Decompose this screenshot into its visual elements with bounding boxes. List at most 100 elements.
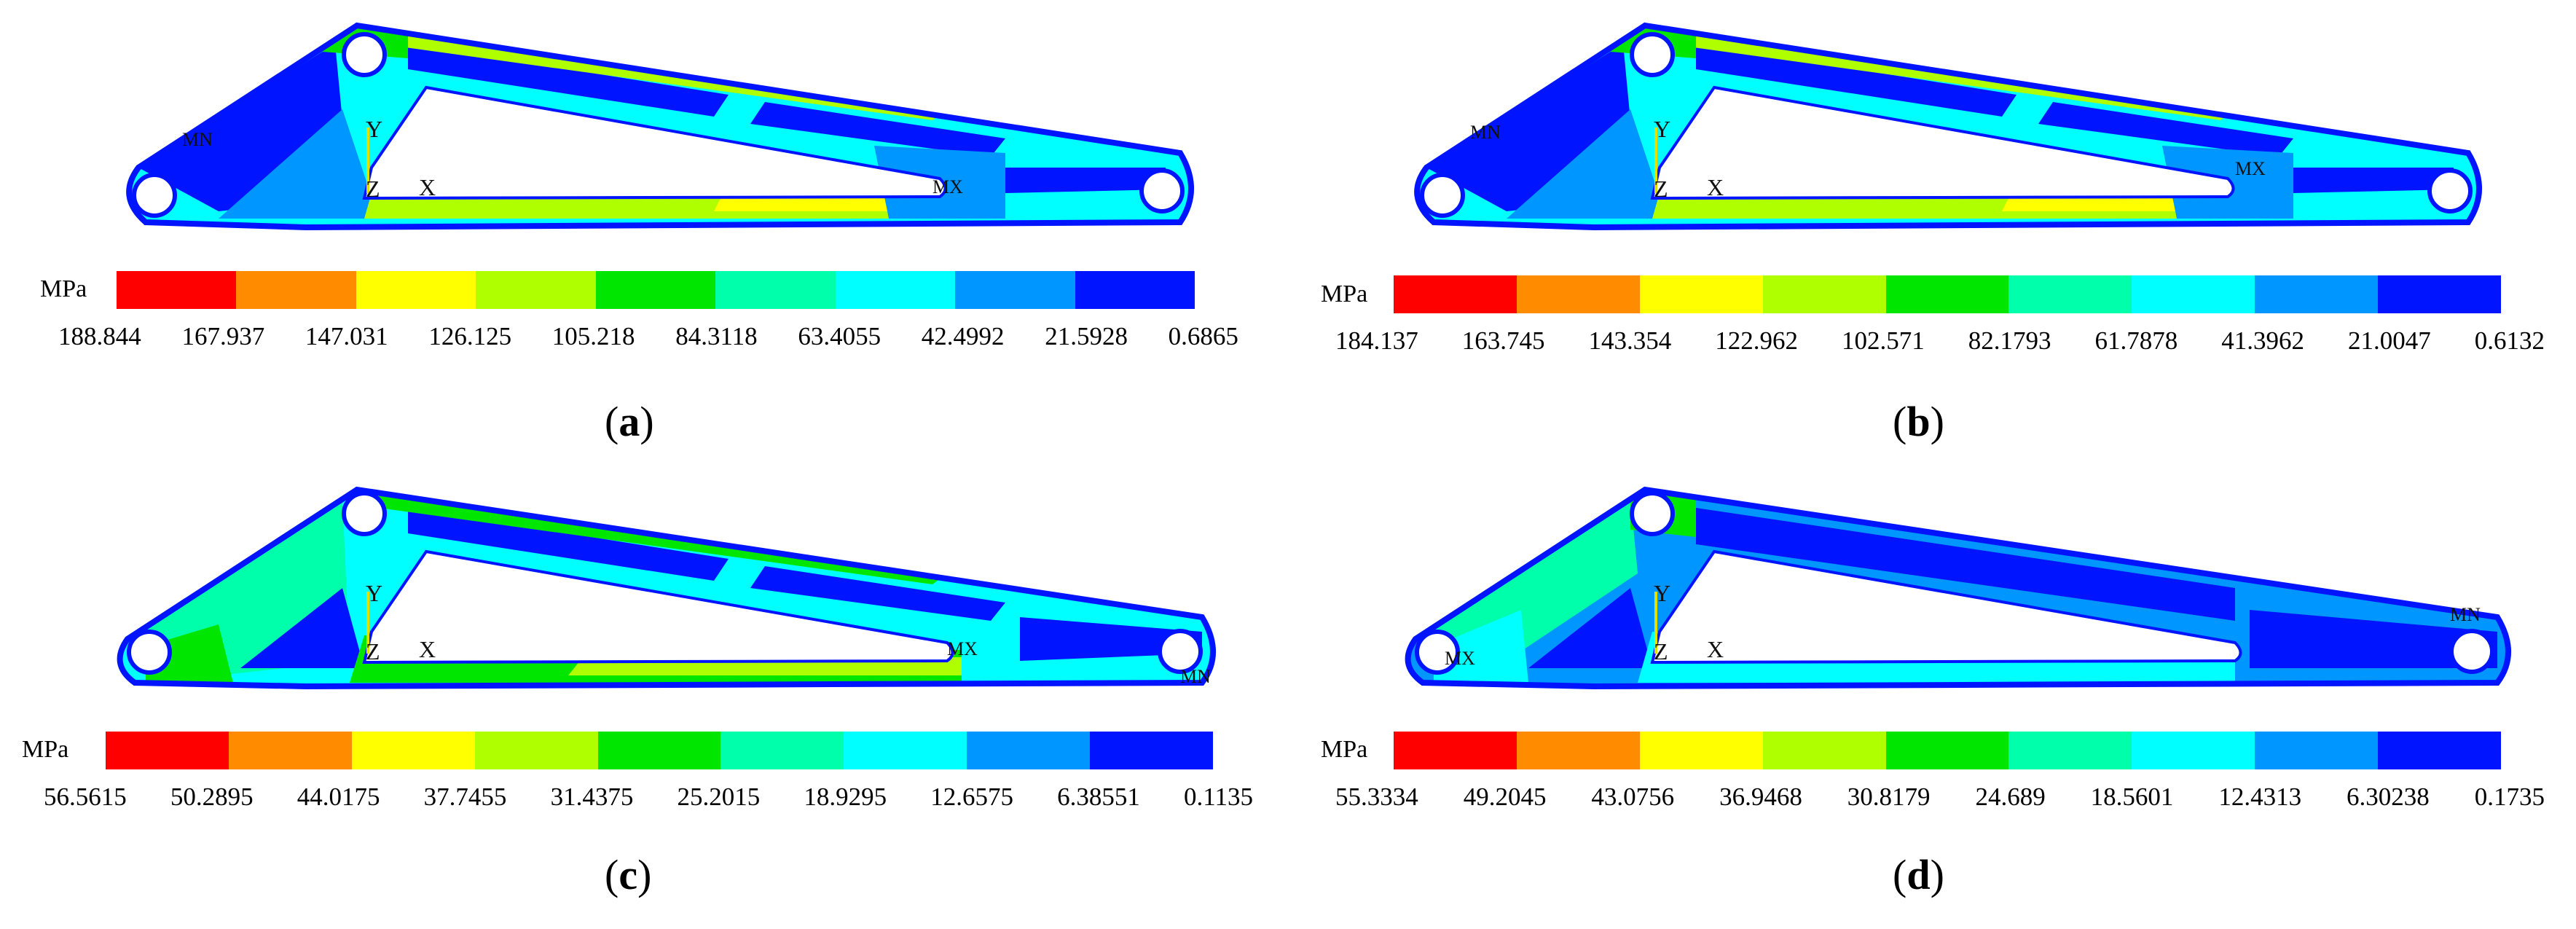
min-marker-a: MN xyxy=(182,129,213,150)
unit-label-d: MPa xyxy=(1321,736,1368,763)
caption-d: (d) xyxy=(1893,851,1944,898)
colorbar-a xyxy=(117,271,1195,309)
tick-label: 126.125 xyxy=(428,322,512,350)
tick-label: 50.2895 xyxy=(170,783,254,811)
stress-contour-plot-a: MN MX Y Z X xyxy=(126,22,1194,231)
tick-label: 82.1793 xyxy=(1968,326,2051,355)
unit-label-b: MPa xyxy=(1321,281,1368,307)
colorbar-swatch xyxy=(1075,271,1195,309)
stress-contour-plot-c: MN MX Y Z X xyxy=(117,486,1216,690)
tick-label: 36.9468 xyxy=(1719,783,1802,811)
tick-label: 44.0175 xyxy=(297,783,380,811)
axis-x-label-b: X xyxy=(1707,174,1724,200)
colorbar-swatch xyxy=(1639,732,1763,769)
axis-y-label-b: Y xyxy=(1654,116,1670,142)
caption-b: (b) xyxy=(1893,398,1944,445)
tick-label: 6.30238 xyxy=(2347,783,2430,811)
colorbar-swatch xyxy=(1762,732,1886,769)
colorbar-swatch xyxy=(2378,732,2502,769)
colorbar-swatch xyxy=(844,732,967,769)
tick-label: 6.38551 xyxy=(1057,783,1140,811)
colorbar-swatch xyxy=(2378,275,2502,313)
caption-a: (a) xyxy=(605,398,654,445)
tick-label: 12.4313 xyxy=(2218,783,2302,811)
tick-label: 21.5928 xyxy=(1045,322,1128,350)
tick-label: 0.1735 xyxy=(2474,783,2545,811)
tick-label: 18.9295 xyxy=(804,783,887,811)
colorbar-swatch xyxy=(1885,732,2009,769)
axis-z-label-a: Z xyxy=(366,176,380,202)
axis-z-label-d: Z xyxy=(1654,638,1668,665)
colorbar-swatch xyxy=(1885,275,2009,313)
colorbar-c xyxy=(106,732,1214,769)
tick-label: 102.571 xyxy=(1842,326,1925,355)
unit-label-c: MPa xyxy=(22,736,69,763)
tick-label: 61.7878 xyxy=(2094,326,2178,355)
colorbar-ticks-b: 184.137 163.745 143.354 122.962 102.571 … xyxy=(1335,326,2545,356)
colorbar-swatch xyxy=(2132,275,2255,313)
tick-label: 0.6132 xyxy=(2474,326,2545,355)
colorbar-swatch xyxy=(595,271,716,309)
tick-label: 24.689 xyxy=(1975,783,2046,811)
panel-b: MN MX Y Z X MPa 184.137 163.745 143.354 … xyxy=(1288,0,2576,464)
tick-label: 143.354 xyxy=(1588,326,1672,355)
colorbar-b xyxy=(1394,275,2502,313)
tick-label: 30.8179 xyxy=(1847,783,1931,811)
max-marker-d: MX xyxy=(1445,648,1475,669)
tick-label: 0.6865 xyxy=(1168,322,1238,350)
caption-c: (c) xyxy=(605,851,652,898)
colorbar-swatch xyxy=(106,732,229,769)
tick-label: 167.937 xyxy=(181,322,265,350)
tick-label: 56.5615 xyxy=(44,783,127,811)
colorbar-swatch xyxy=(967,732,1091,769)
panel-c: MN MX Y Z X MPa 56.5615 50.2895 44.0175 … xyxy=(0,464,1288,929)
tick-label: 42.4992 xyxy=(921,322,1005,350)
tick-label: 184.137 xyxy=(1335,326,1418,355)
tick-label: 122.962 xyxy=(1715,326,1798,355)
unit-label-a: MPa xyxy=(40,275,87,302)
stress-contour-plot-d: MN MX Y Z X xyxy=(1405,486,2511,690)
colorbar-swatch xyxy=(476,271,596,309)
tick-label: 18.5601 xyxy=(2090,783,2174,811)
panel-d: MN MX Y Z X MPa 55.3334 49.2045 43.0756 … xyxy=(1288,464,2576,929)
tick-label: 41.3962 xyxy=(2221,326,2304,355)
axis-y-label-d: Y xyxy=(1654,580,1670,606)
min-marker-d: MN xyxy=(2450,604,2481,625)
tick-label: 0.1135 xyxy=(1184,783,1253,811)
max-marker-b: MX xyxy=(2235,158,2266,179)
min-marker-b: MN xyxy=(1470,122,1501,143)
colorbar-swatch xyxy=(356,271,476,309)
axis-y-label-a: Y xyxy=(366,116,382,142)
tick-label: 84.3118 xyxy=(675,322,758,350)
colorbar-ticks-a: 188.844 167.937 147.031 126.125 105.218 … xyxy=(58,322,1238,351)
axis-x-label-d: X xyxy=(1707,636,1724,662)
tick-label: 55.3334 xyxy=(1335,783,1418,811)
panel-a: MN MX Y Z X MPa 188.844 167.937 147.031 … xyxy=(0,0,1288,464)
colorbar-swatch xyxy=(720,732,844,769)
axis-z-label-b: Z xyxy=(1654,176,1668,202)
tick-label: 25.2015 xyxy=(677,783,761,811)
colorbar-ticks-c: 56.5615 50.2895 44.0175 37.7455 31.4375 … xyxy=(44,783,1253,812)
colorbar-swatch xyxy=(1090,732,1214,769)
axis-y-label-c: Y xyxy=(366,580,382,606)
axis-x-label-a: X xyxy=(419,174,436,200)
max-marker-a: MX xyxy=(932,176,963,197)
colorbar-swatch xyxy=(1639,275,1763,313)
colorbar-swatch xyxy=(1762,275,1886,313)
colorbar-swatch xyxy=(2132,732,2255,769)
axis-z-label-c: Z xyxy=(366,638,380,665)
colorbar-ticks-d: 55.3334 49.2045 43.0756 36.9468 30.8179 … xyxy=(1335,783,2545,812)
max-marker-c: MX xyxy=(947,638,978,659)
colorbar-swatch xyxy=(955,271,1075,309)
colorbar-swatch xyxy=(117,271,237,309)
tick-label: 147.031 xyxy=(305,322,388,350)
colorbar-swatch xyxy=(2008,275,2132,313)
colorbar-swatch xyxy=(1516,732,1640,769)
tick-label: 163.745 xyxy=(1461,326,1545,355)
colorbar-d xyxy=(1394,732,2502,769)
colorbar-swatch xyxy=(236,271,356,309)
axis-x-label-c: X xyxy=(419,636,436,662)
colorbar-swatch xyxy=(597,732,721,769)
tick-label: 188.844 xyxy=(58,322,141,350)
colorbar-swatch xyxy=(474,732,598,769)
